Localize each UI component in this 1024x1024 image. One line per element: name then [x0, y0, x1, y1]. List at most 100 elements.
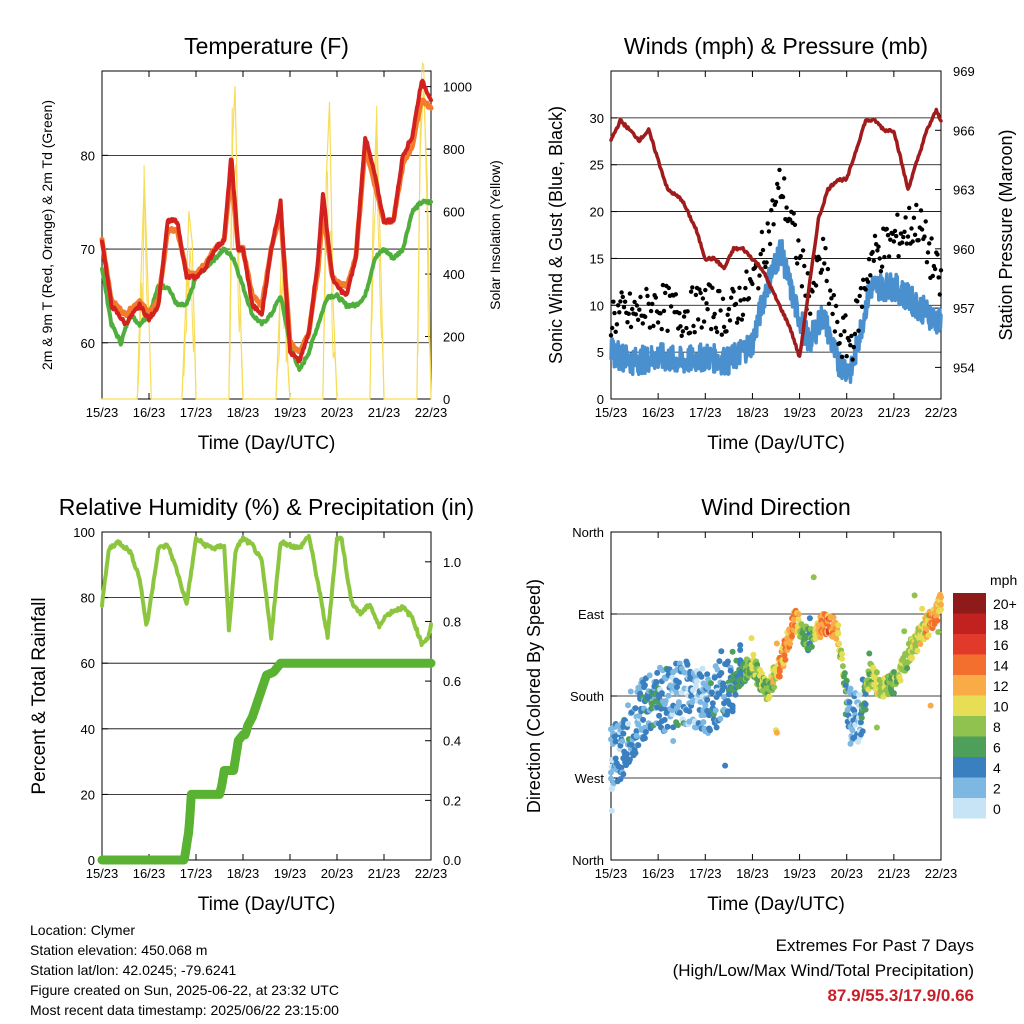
direction-point	[835, 622, 842, 629]
gust-point	[659, 326, 664, 332]
extremes-block: Extremes For Past 7 Days (High/Low/Max W…	[673, 933, 974, 1008]
x-tick-label-4: 20/23	[830, 866, 863, 881]
direction-point	[925, 632, 932, 639]
direction-point	[722, 762, 729, 769]
direction-point	[790, 616, 797, 623]
gust-point	[613, 329, 618, 334]
direction-point	[693, 678, 700, 685]
gust-point	[611, 299, 616, 304]
y-tick-label-3: 60	[81, 656, 95, 671]
direction-point	[808, 643, 815, 650]
gust-point	[742, 297, 747, 302]
y2-axis-label-2: Station Pressure (Maroon)	[996, 129, 1016, 340]
direction-point	[839, 655, 845, 662]
x-tick-label-2: 19/23	[783, 405, 816, 420]
gust-point	[771, 222, 776, 227]
gust-point	[638, 294, 643, 300]
gust-point	[872, 233, 878, 239]
gust-point	[885, 233, 891, 238]
station-elevation: Station elevation: 450.068 m	[30, 942, 208, 958]
gust-point	[724, 329, 729, 334]
legend-label: 4	[993, 760, 1001, 776]
direction-point	[846, 699, 853, 706]
direction-point	[636, 712, 643, 719]
direction-point	[724, 658, 731, 665]
gust-point	[678, 324, 683, 329]
gust-point	[703, 287, 708, 293]
y2-tick-label-3: 0.0	[443, 853, 461, 868]
direction-point	[866, 650, 873, 657]
y-tick-label-2: 30	[590, 111, 604, 126]
direction-point	[927, 702, 934, 709]
gust-point	[740, 312, 746, 317]
direction-point	[641, 682, 648, 689]
gust-point	[923, 219, 928, 224]
x-tick-label-3: 15/23	[86, 866, 119, 881]
gust-point	[619, 290, 624, 295]
x-tick-label-3: 18/23	[227, 866, 260, 881]
gust-point	[650, 301, 655, 307]
gust-point	[633, 312, 638, 317]
direction-point	[646, 672, 653, 679]
direction-point	[620, 730, 627, 737]
gust-point	[798, 254, 803, 259]
x-tick-label-3: 22/23	[415, 866, 448, 881]
gust-point	[903, 215, 908, 220]
gust-point	[640, 321, 645, 326]
legend-swatch	[953, 634, 986, 655]
gust-point	[661, 308, 667, 314]
direction-point	[705, 684, 712, 691]
legend-label: 8	[993, 719, 1001, 735]
direction-point	[628, 741, 635, 748]
gust-point	[865, 279, 871, 284]
gust-point	[701, 319, 707, 324]
gust-point	[822, 261, 827, 266]
direction-point	[729, 708, 736, 715]
direction-point	[862, 691, 869, 697]
direction-point	[653, 679, 660, 686]
direction-point	[773, 729, 780, 736]
gust-point	[729, 295, 734, 300]
direction-point	[766, 693, 773, 700]
direction-point	[699, 665, 706, 672]
y2-tick-label-1: 600	[443, 205, 465, 220]
direction-point	[776, 673, 783, 680]
direction-point	[858, 714, 865, 721]
y2-tick-label-3: 0.4	[443, 734, 461, 749]
direction-point	[795, 611, 802, 618]
x-tick-label-1: 22/23	[415, 405, 448, 420]
gust-point	[736, 316, 741, 321]
y-tick-label-2: 5	[597, 345, 604, 360]
gust-point	[635, 317, 641, 322]
gust-point	[696, 317, 701, 322]
direction-point	[675, 679, 682, 686]
gust-point	[618, 299, 623, 304]
direction-point	[627, 688, 634, 695]
gust-point	[681, 314, 687, 319]
direction-point	[787, 640, 794, 647]
direction-point	[938, 606, 944, 613]
gust-point	[826, 301, 832, 306]
gust-point	[820, 236, 826, 242]
gust-point	[766, 229, 772, 234]
y2-tick-label-2: 963	[953, 183, 975, 198]
direction-point	[640, 716, 647, 723]
gust-point	[617, 310, 622, 315]
y2-tick-label-3: 0.6	[443, 674, 461, 689]
y-tick-label-1: 80	[81, 148, 95, 163]
gust-point	[904, 241, 909, 246]
y2-tick-label-2: 966	[953, 123, 975, 138]
y-tick-label-2: 20	[590, 205, 604, 220]
direction-point	[626, 756, 633, 763]
gust-point	[627, 291, 633, 296]
y2-tick-label-1: 1000	[443, 80, 472, 95]
direction-point	[855, 738, 861, 745]
y-tick-label-1: 60	[81, 336, 95, 351]
direction-point	[890, 690, 897, 697]
gust-point	[784, 205, 789, 210]
gust-point	[932, 266, 938, 272]
gust-point	[829, 296, 834, 301]
gust-point	[918, 208, 924, 213]
plot-frame-2	[610, 70, 942, 400]
gust-point	[731, 289, 736, 294]
